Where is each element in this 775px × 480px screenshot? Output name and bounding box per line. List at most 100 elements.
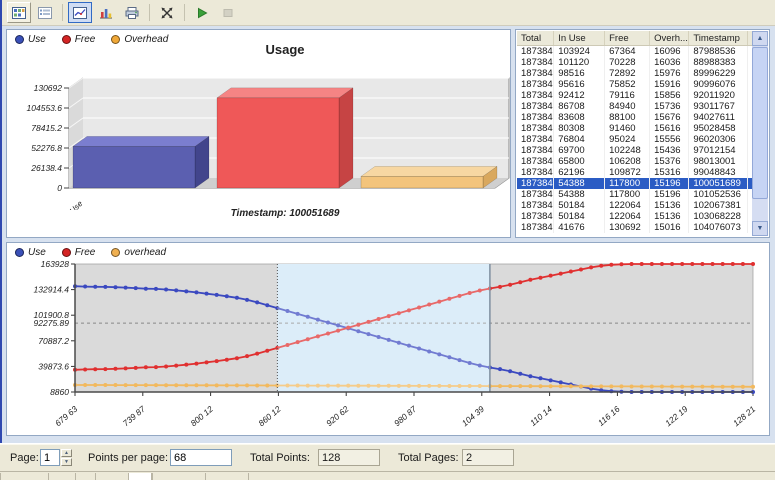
bottom-tab[interactable] <box>0 473 48 480</box>
history-line-chart[interactable]: 8860 39873.6 70887.2 101900.8 132914.4 163928… <box>7 260 769 436</box>
bar-chart-icon <box>100 8 112 18</box>
total-pages-value: 2 <box>462 449 514 466</box>
total-pages-label: Total Pages: <box>398 452 459 464</box>
play-button[interactable] <box>190 2 214 23</box>
column-header[interactable]: Free <box>605 31 651 45</box>
table-row[interactable]: 187384 80308 91460 15616 95028458 <box>517 123 752 134</box>
bottom-tab[interactable] <box>75 473 95 480</box>
table-row[interactable]: 187384 83608 88100 15676 94027611 <box>517 112 752 123</box>
table-row[interactable]: 187384 76804 95024 15556 96020306 <box>517 134 752 145</box>
table-cell: 15436 <box>650 145 690 156</box>
list-view-button[interactable] <box>33 2 57 23</box>
bottom-tab[interactable] <box>48 473 75 480</box>
scroll-up-icon[interactable]: ▲ <box>752 31 768 46</box>
table-cell: 79116 <box>605 90 651 101</box>
table-row[interactable]: 187384 41676 130692 15016 104076073 <box>517 222 752 233</box>
stop-button[interactable] <box>216 2 240 23</box>
fit-window-button[interactable] <box>155 2 179 23</box>
table-row[interactable]: 187384 69700 102248 15436 97012154 <box>517 145 752 156</box>
print-button[interactable] <box>120 2 144 23</box>
svg-text:679 63: 679 63 <box>53 404 80 429</box>
table-cell: 15556 <box>650 134 690 145</box>
column-header[interactable]: Timestamp <box>689 31 749 45</box>
spinner-up-icon[interactable]: ▲ <box>61 449 72 457</box>
scrollbar-thumb[interactable] <box>752 47 768 199</box>
table-cell: 187384 <box>517 68 555 79</box>
table-cell: 91460 <box>605 123 651 134</box>
table-cell: 69700 <box>554 145 606 156</box>
legend-label: overhead <box>124 247 167 258</box>
column-header[interactable]: Total <box>517 31 555 45</box>
bar-chart-panel: Use Free Overhead Usage 0 26138.4 52276.8 784… <box>6 29 511 238</box>
table-row[interactable]: 187384 103924 67364 16096 87988536 <box>517 46 752 57</box>
table-cell: 187384 <box>517 156 555 167</box>
grid-view-button[interactable] <box>7 2 31 23</box>
table-cell: 187384 <box>517 189 555 200</box>
table-cell: 15676 <box>650 112 690 123</box>
bottom-tab[interactable] <box>152 473 205 480</box>
table-row[interactable]: 187384 98516 72892 15976 89996229 <box>517 68 752 79</box>
table-row[interactable]: 187384 50184 122064 15136 102067381 <box>517 200 752 211</box>
svg-text:860 12: 860 12 <box>256 404 283 429</box>
spinner-down-icon[interactable]: ▼ <box>61 458 72 466</box>
bottom-tab[interactable] <box>95 473 128 480</box>
table-cell: 102067381 <box>689 200 749 211</box>
points-per-page-input[interactable] <box>170 449 232 466</box>
table-cell: 15196 <box>650 189 690 200</box>
table-cell: 187384 <box>517 57 555 68</box>
svg-text:101900.8: 101900.8 <box>34 310 70 320</box>
total-points-value: 128 <box>318 449 380 466</box>
scroll-down-icon[interactable]: ▼ <box>752 221 768 236</box>
svg-text:104 39: 104 39 <box>460 404 487 429</box>
table-row[interactable]: 187384 50184 122064 15136 103068228 <box>517 211 752 222</box>
list-view-icon <box>38 6 52 19</box>
svg-text:39873.6: 39873.6 <box>38 361 69 371</box>
table-scrollbar[interactable]: ▲ ▼ <box>752 31 768 236</box>
table-row[interactable]: 187384 101120 70228 16036 88988383 <box>517 57 752 68</box>
usage-bar-chart: 0 26138.4 52276.8 78415.2 104553.6 130692 Use <box>27 77 510 210</box>
legend-item: Free <box>61 34 95 45</box>
svg-text:52276.8: 52276.8 <box>31 143 62 153</box>
table-cell: 117800 <box>605 178 651 189</box>
table-cell: 54388 <box>554 189 606 200</box>
page-spinner[interactable]: ▲ ▼ <box>61 449 72 466</box>
bar-chart-button[interactable] <box>94 2 118 23</box>
svg-text:130692: 130692 <box>34 83 63 93</box>
legend-color-icon <box>15 35 24 44</box>
column-header[interactable]: Overh... <box>650 31 690 45</box>
table-cell: 98516 <box>554 68 606 79</box>
table-cell: 187384 <box>517 112 555 123</box>
bottom-tab[interactable] <box>248 473 745 480</box>
pagination-bar: Page: ▲ ▼ Points per page: Total Points:… <box>0 443 775 472</box>
legend-label: Free <box>74 247 96 258</box>
legend-color-icon <box>111 248 121 257</box>
svg-text:78415.2: 78415.2 <box>31 123 62 133</box>
chart-view-button[interactable] <box>68 2 92 23</box>
table-row[interactable]: 187384 92412 79116 15856 92011920 <box>517 90 752 101</box>
table-cell: 87988536 <box>689 46 749 57</box>
page-input[interactable] <box>40 449 60 466</box>
table-cell: 117800 <box>605 189 651 200</box>
svg-text:920 62: 920 62 <box>324 404 351 429</box>
legend-item: Overhead <box>111 34 168 45</box>
column-header[interactable]: In Use <box>554 31 606 45</box>
legend-color-icon <box>111 35 121 44</box>
toolbar-separator <box>184 4 185 21</box>
table-row[interactable]: 187384 65800 106208 15376 98013001 <box>517 156 752 167</box>
table-cell: 187384 <box>517 167 555 178</box>
legend-item: Use <box>15 34 46 45</box>
stop-icon <box>223 8 233 17</box>
bottom-tab-active[interactable] <box>128 473 152 480</box>
table-row[interactable]: 187384 86708 84940 15736 93011767 <box>517 101 752 112</box>
table-cell: 187384 <box>517 211 555 222</box>
svg-text:0: 0 <box>57 183 62 193</box>
table-cell: 187384 <box>517 222 555 233</box>
table-cell: 15736 <box>650 101 690 112</box>
table-row[interactable]: 187384 54388 117800 15196 100051689 <box>517 178 752 189</box>
table-cell: 15196 <box>650 178 690 189</box>
bottom-tab[interactable] <box>205 473 248 480</box>
table-row[interactable]: 187384 54388 117800 15196 101052536 <box>517 189 752 200</box>
table-row[interactable]: 187384 62196 109872 15316 99048843 <box>517 167 752 178</box>
table-row[interactable]: 187384 95616 75852 15916 90996076 <box>517 79 752 90</box>
